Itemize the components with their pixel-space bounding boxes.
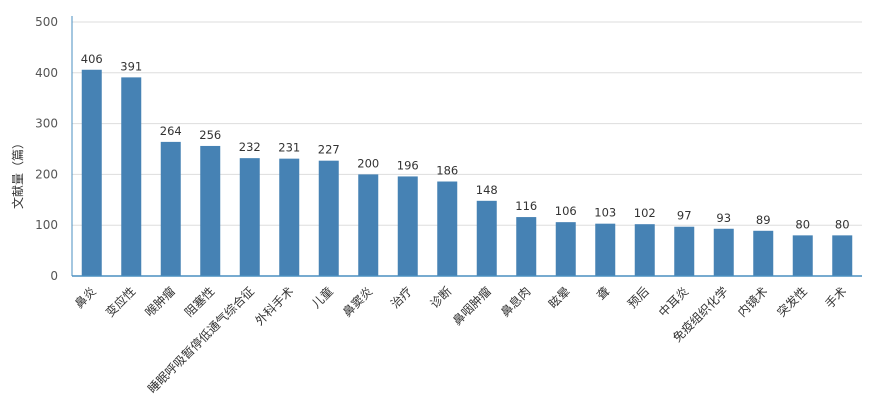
bar [397,176,418,276]
x-tick-label: 鼻息肉 [497,284,533,320]
bar [279,158,300,276]
x-tick-label: 治疗 [388,284,415,311]
x-tick-label: 突发性 [774,284,810,320]
data-label: 97 [677,209,692,223]
gridlines [72,21,862,226]
data-label: 102 [634,206,656,220]
x-tick-label: 预后 [625,284,652,311]
y-tick-label: 100 [35,218,58,232]
y-tick-label: 200 [35,167,58,181]
bar [200,145,221,276]
data-label: 80 [835,217,850,231]
x-tick-label: 儿童 [308,284,336,312]
data-label: 80 [795,217,810,231]
bar [516,217,537,276]
data-label: 148 [476,183,498,197]
data-label: 116 [515,199,537,213]
bar [318,160,339,276]
bar [674,226,695,276]
x-tick-label: 喉肿瘤 [142,284,178,320]
data-label: 196 [397,158,419,172]
bar [239,158,260,276]
x-tick-label: 鼻窦炎 [339,284,375,320]
x-tick-label: 阻塞性 [181,284,217,320]
bar [595,223,616,276]
y-axis-title: 文献量（篇） [10,137,25,209]
y-tick-label: 500 [35,15,58,29]
y-axis-ticks: 0 100 200 300 400 500 [35,15,58,283]
x-tick-label: 眩晕 [545,284,573,312]
bar [476,200,497,276]
x-tick-label: 鼻咽肿瘤 [449,284,494,329]
data-label: 186 [436,164,458,178]
y-tick-label: 400 [35,66,58,80]
bar [634,224,655,276]
x-tick-label: 外科手术 [253,284,297,328]
x-tick-label: 手术 [822,284,849,311]
data-label: 103 [594,206,616,220]
data-label: 227 [318,143,340,157]
data-label: 200 [357,156,379,170]
x-tick-label: 鼻炎 [71,284,99,312]
data-label: 256 [199,128,221,142]
y-tick-label: 0 [50,269,58,283]
data-label: 264 [160,124,182,138]
bar [160,141,181,276]
x-tick-label: 聋 [593,284,612,303]
data-label: 391 [120,59,142,73]
bar [713,228,734,276]
bar [358,174,379,276]
bar [753,230,774,276]
x-tick-label: 变应性 [102,284,138,320]
data-label: 406 [81,52,103,66]
bars [81,69,853,276]
data-label: 89 [756,213,771,227]
bar [555,222,576,276]
bar [121,77,142,276]
bar [437,181,458,276]
x-tick-label: 中耳炎 [655,284,691,320]
y-tick-label: 300 [35,117,58,131]
data-label: 232 [239,140,261,154]
bar [792,235,813,276]
x-tick-label: 诊断 [427,284,455,312]
data-labels: 406 391 264 256 232 231 227 200 196 186 148 116 106 1… [81,52,850,232]
data-label: 106 [555,204,577,218]
bar [832,235,853,276]
data-label: 93 [716,211,731,225]
x-tick-label: 内镜术 [734,284,770,320]
data-label: 231 [278,141,300,155]
bar [81,69,102,276]
